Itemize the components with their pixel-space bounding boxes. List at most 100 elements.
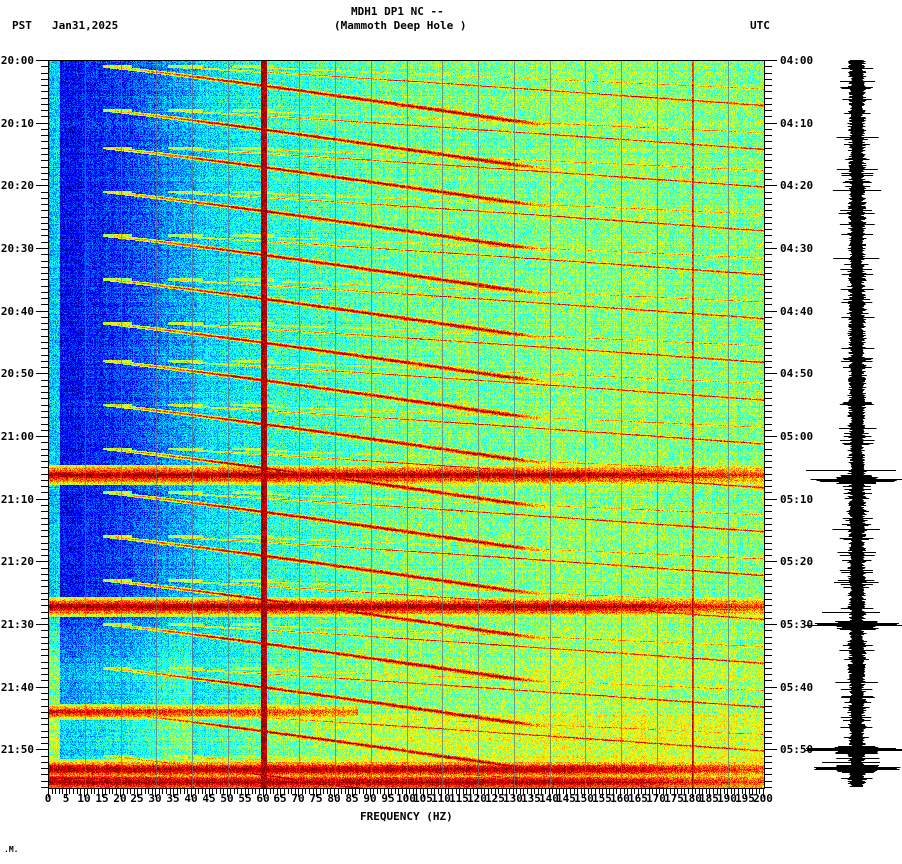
left-axis-minor-tick xyxy=(41,424,48,425)
frequency-major-tick xyxy=(656,789,657,797)
frequency-tick-label: 100 xyxy=(396,792,416,805)
frequency-minor-tick xyxy=(180,789,181,794)
frequency-minor-tick xyxy=(348,789,349,794)
frequency-major-tick xyxy=(709,789,710,797)
left-axis-minor-tick xyxy=(41,135,48,136)
left-axis-minor-tick xyxy=(41,317,48,318)
frequency-minor-tick xyxy=(506,789,507,794)
right-axis-minor-tick xyxy=(765,380,772,381)
left-axis-minor-tick xyxy=(41,599,48,600)
frequency-tick-label: 190 xyxy=(717,792,737,805)
right-axis-minor-tick xyxy=(765,411,772,412)
frequency-minor-tick xyxy=(273,789,274,794)
frequency-minor-tick xyxy=(359,789,360,794)
frequency-minor-tick xyxy=(59,789,60,794)
right-axis-minor-tick xyxy=(765,787,772,788)
right-axis-minor-tick xyxy=(765,612,772,613)
frequency-tick-label: 170 xyxy=(646,792,666,805)
frequency-tick-label: 195 xyxy=(735,792,755,805)
right-axis-minor-tick xyxy=(765,261,772,262)
frequency-tick-label: 110 xyxy=(431,792,451,805)
right-axis-minor-tick xyxy=(765,467,772,468)
right-axis-major-tick xyxy=(765,311,777,312)
frequency-minor-tick xyxy=(563,789,564,794)
frequency-minor-tick xyxy=(695,789,696,794)
left-axis-minor-tick xyxy=(41,530,48,531)
left-axis-minor-tick xyxy=(41,336,48,337)
frequency-tick-label: 95 xyxy=(381,792,395,805)
frequency-minor-tick xyxy=(152,789,153,794)
right-axis-minor-tick xyxy=(765,267,772,268)
right-axis-minor-tick xyxy=(765,649,772,650)
right-axis-minor-tick xyxy=(765,605,772,606)
frequency-minor-tick xyxy=(588,789,589,794)
right-axis-major-tick xyxy=(765,624,777,625)
frequency-tick-label: 60 xyxy=(256,792,270,805)
right-axis-minor-tick xyxy=(765,480,772,481)
frequency-minor-tick xyxy=(380,789,381,794)
left-time-label: 20:20 xyxy=(0,179,34,192)
frequency-minor-tick xyxy=(295,789,296,794)
right-axis-minor-tick xyxy=(765,367,772,368)
frequency-minor-tick xyxy=(456,789,457,794)
left-time-label: 21:40 xyxy=(0,681,34,694)
right-axis-minor-tick xyxy=(765,198,772,199)
left-time-label: 20:50 xyxy=(0,367,34,380)
left-axis-major-tick xyxy=(36,248,48,249)
right-axis-minor-tick xyxy=(765,568,772,569)
frequency-minor-tick xyxy=(541,789,542,794)
left-axis-minor-tick xyxy=(41,637,48,638)
left-axis-minor-tick xyxy=(41,555,48,556)
left-axis-minor-tick xyxy=(41,405,48,406)
right-axis-minor-tick xyxy=(765,643,772,644)
left-time-label: 20:30 xyxy=(0,242,34,255)
left-time-label: 20:00 xyxy=(0,54,34,67)
left-axis-minor-tick xyxy=(41,756,48,757)
frequency-major-tick xyxy=(531,789,532,797)
frequency-major-tick xyxy=(638,789,639,797)
right-axis-minor-tick xyxy=(765,774,772,775)
frequency-minor-tick xyxy=(177,789,178,794)
right-axis-minor-tick xyxy=(765,273,772,274)
left-axis-minor-tick xyxy=(41,543,48,544)
right-axis-major-tick xyxy=(765,123,777,124)
right-axis-minor-tick xyxy=(765,342,772,343)
frequency-minor-tick xyxy=(69,789,70,794)
right-axis-minor-tick xyxy=(765,192,772,193)
frequency-tick-label: 150 xyxy=(574,792,594,805)
frequency-minor-tick xyxy=(581,789,582,794)
left-axis-minor-tick xyxy=(41,148,48,149)
left-axis-minor-tick xyxy=(41,480,48,481)
frequency-major-tick xyxy=(406,789,407,797)
left-axis-minor-tick xyxy=(41,392,48,393)
frequency-minor-tick xyxy=(681,789,682,794)
right-axis-minor-tick xyxy=(765,511,772,512)
frequency-tick-label: 125 xyxy=(485,792,505,805)
frequency-major-tick xyxy=(191,789,192,797)
right-axis-major-tick xyxy=(765,185,777,186)
left-axis-minor-tick xyxy=(41,367,48,368)
left-axis-minor-tick xyxy=(41,329,48,330)
frequency-minor-tick xyxy=(752,789,753,794)
right-axis-minor-tick xyxy=(765,204,772,205)
frequency-major-tick xyxy=(84,789,85,797)
right-axis-minor-tick xyxy=(765,530,772,531)
left-axis-minor-tick xyxy=(41,380,48,381)
right-axis-minor-tick xyxy=(765,336,772,337)
frequency-tick-label: 180 xyxy=(682,792,702,805)
left-axis-minor-tick xyxy=(41,781,48,782)
frequency-minor-tick xyxy=(498,789,499,794)
left-axis-minor-tick xyxy=(41,386,48,387)
frequency-minor-tick xyxy=(463,789,464,794)
frequency-minor-tick xyxy=(520,789,521,794)
frequency-minor-tick xyxy=(523,789,524,794)
frequency-major-tick xyxy=(102,789,103,797)
frequency-minor-tick xyxy=(338,789,339,794)
frequency-major-tick xyxy=(352,789,353,797)
frequency-minor-tick xyxy=(652,789,653,794)
right-axis-minor-tick xyxy=(765,355,772,356)
right-axis-minor-tick xyxy=(765,674,772,675)
left-axis-minor-tick xyxy=(41,91,48,92)
right-axis-minor-tick xyxy=(765,743,772,744)
frequency-minor-tick xyxy=(659,789,660,794)
